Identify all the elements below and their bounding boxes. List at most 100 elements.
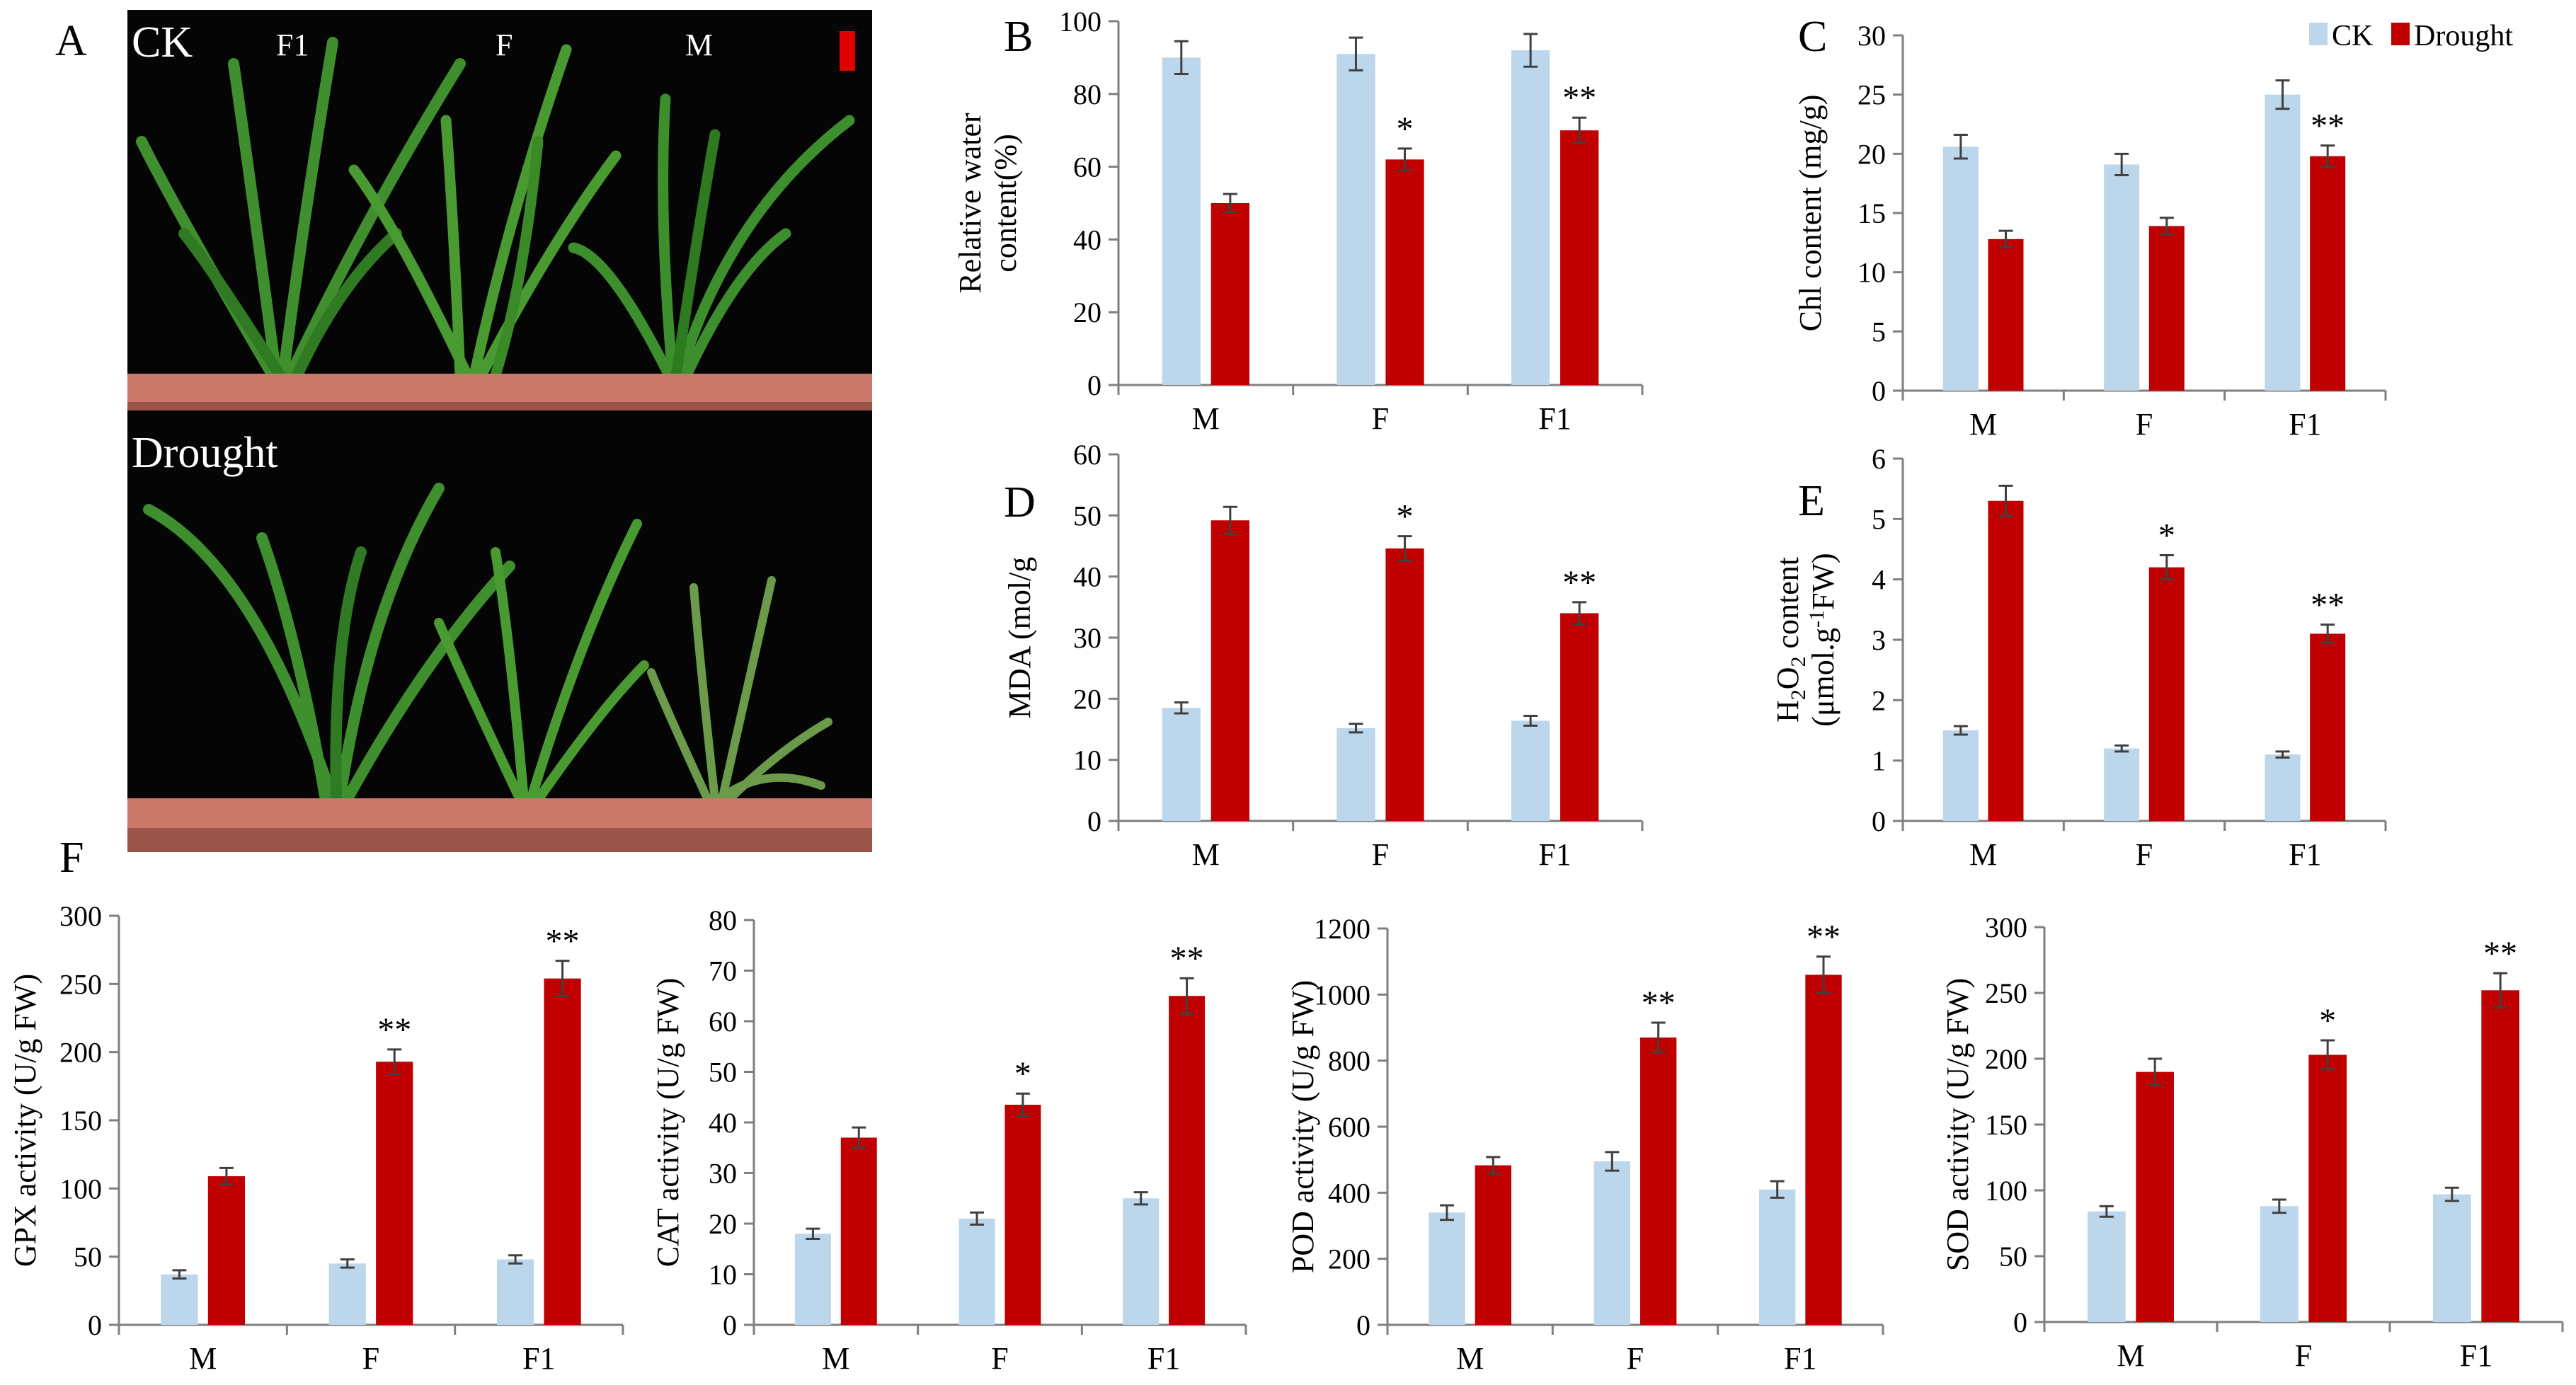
- panel-letter: B: [1004, 13, 1033, 61]
- chart-f1: 0 50 100 150 200 250 300 M F ** F1 ** GPX activity (…: [8, 900, 624, 1376]
- y-tick-label: 10: [1857, 257, 1886, 289]
- y-tick-label: 20: [1857, 138, 1886, 170]
- bar-ck: [1162, 708, 1201, 821]
- panel-letter: D: [1004, 478, 1036, 527]
- y-tick-label: 0: [1087, 369, 1101, 401]
- bar-drought: [1560, 613, 1599, 821]
- bar-drought: [2136, 1071, 2174, 1322]
- photo-label-f: F: [496, 28, 513, 62]
- bar-ck: [1336, 728, 1375, 821]
- y-tick-label: 800: [1328, 1045, 1370, 1077]
- y-axis-label: MDA (mol/g: [1002, 557, 1037, 719]
- photo-condition-drought: Drought: [132, 429, 278, 477]
- y-tick-label: 40: [709, 1107, 737, 1139]
- y-tick-label: 300: [1985, 912, 2027, 943]
- y-tick-label: 40: [1073, 561, 1101, 593]
- bar-drought: [840, 1137, 877, 1325]
- chart-f3: 0 200 400 600 800 1000 1200 M F ** F1 ** POD activit…: [1286, 913, 1884, 1376]
- bar-drought: [1210, 203, 1249, 385]
- significance-mark: *: [2158, 517, 2175, 555]
- y-tick-label: 0: [1872, 805, 1886, 837]
- y-tick-label: 150: [1985, 1109, 2027, 1141]
- label-part: H: [1770, 700, 1805, 723]
- y-tick-label: 5: [1872, 503, 1886, 535]
- y-tick-label: 30: [709, 1158, 737, 1190]
- y-tick-label: 70: [709, 955, 737, 987]
- bar-ck: [497, 1259, 534, 1325]
- legend-label-drought: Drought: [2414, 20, 2513, 52]
- y-axis-label: POD activity (U/g FW): [1286, 980, 1320, 1273]
- bar-drought: [2148, 567, 2185, 821]
- bar-ck: [2104, 748, 2140, 821]
- plant-group-f-drought: [434, 519, 649, 805]
- bar-drought: [2481, 990, 2519, 1322]
- x-tick-label: F1: [2289, 837, 2321, 872]
- significance-mark: **: [2311, 108, 2345, 145]
- significance-mark: **: [1170, 940, 1204, 977]
- bar-drought: [207, 1176, 245, 1325]
- photo-label-m: M: [685, 28, 713, 62]
- legend-swatch-drought: [2391, 23, 2410, 45]
- y-tick-label: 25: [1857, 79, 1886, 111]
- x-tick-label: M: [189, 1341, 217, 1376]
- label-part: O: [1770, 667, 1805, 689]
- significance-mark: **: [1642, 984, 1676, 1022]
- y-tick-label: 6: [1872, 443, 1886, 475]
- y-tick-label: 0: [88, 1309, 102, 1341]
- significance-mark: **: [1807, 919, 1841, 956]
- bar-ck: [794, 1234, 831, 1325]
- y-tick-label: 200: [1985, 1043, 2027, 1075]
- bar-drought: [1169, 996, 1206, 1325]
- bar-ck: [1123, 1198, 1160, 1325]
- x-tick-label: M: [1969, 407, 1997, 442]
- label-part: (μmol.g: [1806, 628, 1841, 727]
- y-tick-label: 10: [1073, 745, 1101, 776]
- photo-condition-ck: CK: [132, 18, 193, 67]
- y-axis-label: CAT activity (U/g FW): [651, 978, 685, 1268]
- y-tick-label: 60: [709, 1006, 737, 1038]
- significance-mark: **: [1562, 79, 1596, 117]
- bar-drought: [2308, 1054, 2347, 1322]
- photo-label-f1: F1: [276, 28, 309, 62]
- plant-group-f-ck: [348, 44, 622, 381]
- y-tick-label: 50: [1999, 1241, 2027, 1272]
- y-tick-label: 30: [1857, 20, 1886, 52]
- y-tick-label: 50: [1073, 500, 1101, 531]
- y-tick-label: 20: [1073, 683, 1101, 715]
- y-tick-label: 50: [709, 1057, 737, 1088]
- photo-panel: A: [55, 10, 872, 852]
- bar-ck: [2104, 164, 2140, 391]
- x-tick-label: F1: [1147, 1341, 1180, 1376]
- bar-ck: [2088, 1211, 2126, 1322]
- x-tick-label: F1: [522, 1341, 555, 1376]
- significance-mark: *: [1397, 498, 1414, 536]
- bar-drought: [544, 978, 581, 1325]
- y-tick-label: 80: [709, 904, 737, 936]
- y-tick-label: 0: [1356, 1309, 1370, 1341]
- significance-mark: **: [546, 923, 580, 960]
- bar-drought: [1004, 1104, 1041, 1325]
- subscript: 2: [1787, 656, 1810, 667]
- bar-drought: [1805, 975, 1842, 1325]
- y-tick-label: 0: [2013, 1306, 2027, 1338]
- bar-ck: [1511, 720, 1550, 821]
- x-tick-label: F: [1372, 401, 1389, 436]
- y-axis-unit-label: (μmol.g-1FW): [1805, 553, 1841, 726]
- bar-drought: [1210, 520, 1249, 821]
- photo-ck: CK F1 F M: [127, 10, 872, 430]
- bar-drought: [376, 1062, 413, 1325]
- panel-letter-a: A: [55, 17, 87, 65]
- plant-group-m-ck: [568, 93, 855, 381]
- planter-ck: [127, 374, 872, 402]
- significance-mark: **: [2311, 587, 2345, 624]
- label-part: FW): [1806, 553, 1841, 610]
- y-tick-label: 0: [723, 1309, 737, 1341]
- panel-letter-f: F: [59, 834, 84, 882]
- x-tick-label: F: [991, 1341, 1008, 1376]
- bar-ck: [1511, 50, 1550, 386]
- y-axis-label: Relative water: [953, 113, 988, 294]
- x-tick-label: M: [1192, 837, 1220, 872]
- bar-ck: [958, 1218, 995, 1325]
- x-tick-label: F: [1627, 1341, 1644, 1376]
- bar-drought: [1988, 500, 2024, 821]
